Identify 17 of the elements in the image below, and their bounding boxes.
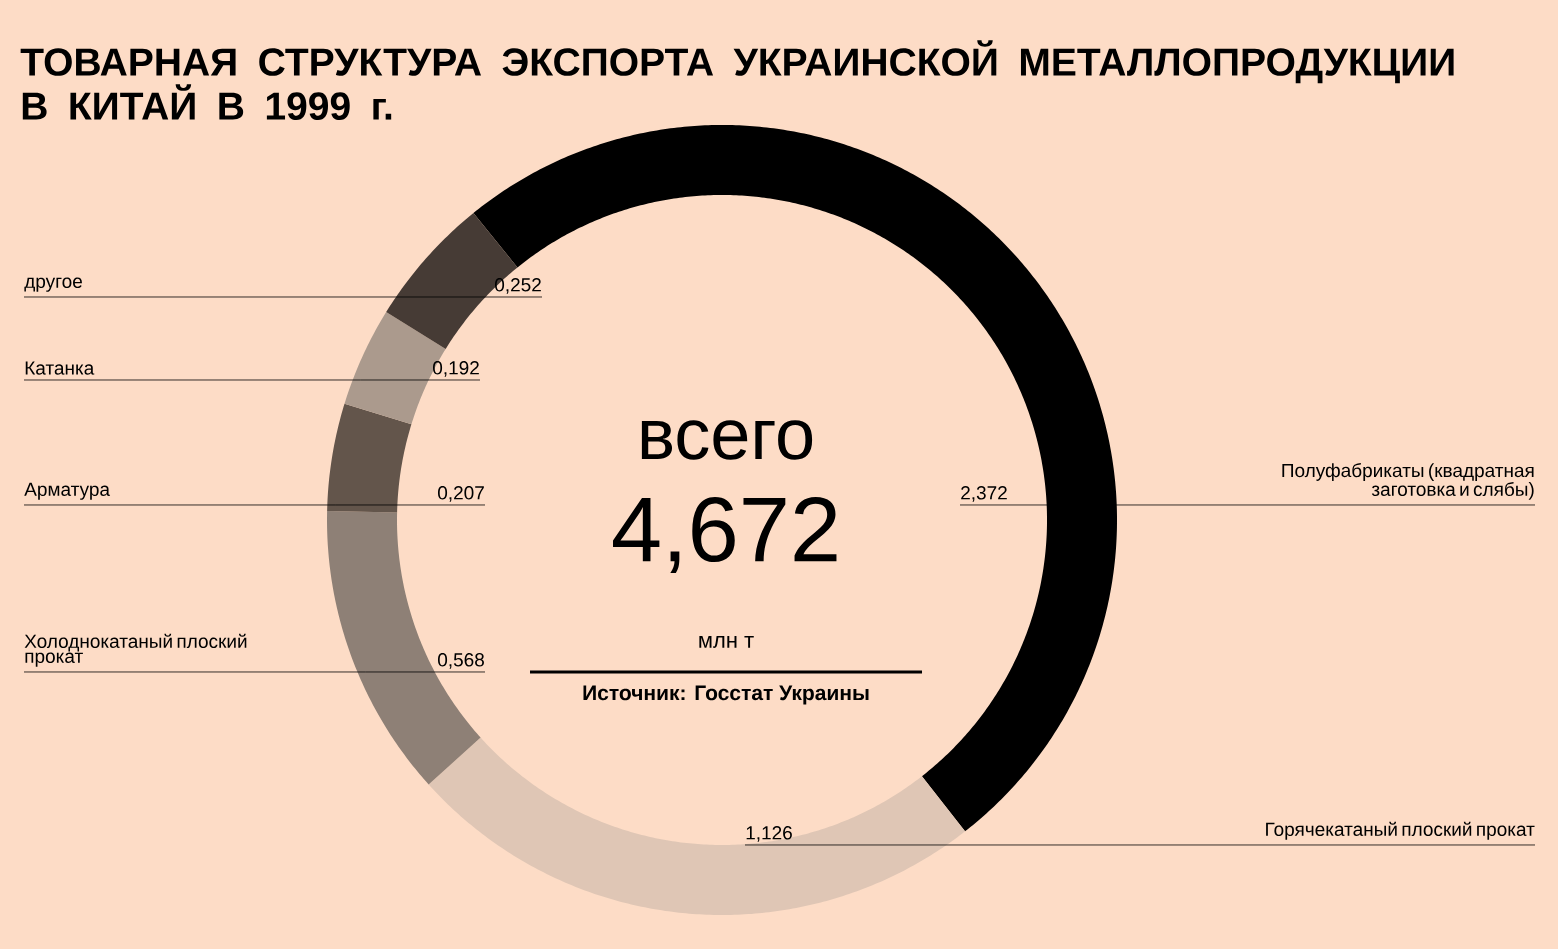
text: Источник: Госстат Украины bbox=[583, 685, 869, 705]
data-label: 0,252 bbox=[495, 278, 541, 294]
slice-label: Арматура bbox=[24, 482, 111, 500]
slice-label: Горячекатаный плоский прокат bbox=[1266, 821, 1535, 840]
slice-label: другое bbox=[24, 277, 82, 292]
slice-label: Катанка bbox=[25, 361, 95, 375]
text: всего bbox=[641, 420, 813, 460]
data-label: 0,192 bbox=[433, 361, 479, 377]
data-label: 2,372 bbox=[961, 486, 1007, 502]
text: 4,672 bbox=[613, 496, 837, 573]
data-label: 1,126 bbox=[746, 826, 792, 842]
data-label: 0,568 bbox=[438, 653, 484, 669]
text: млн т bbox=[699, 636, 754, 648]
chart-title: ТОВАРНАЯ СТРУКТУРА ЭКСПОРТА УКРАИНСКОЙ МЕТАЛЛОПРОДУКЦИИ В КИТАЙ В 1999 г. bbox=[20, 40, 1454, 120]
data-label: 0,207 bbox=[438, 486, 484, 502]
slice-label: Полуфабрикаты (квадратная заготовка и слябы) bbox=[1282, 463, 1534, 500]
slice-label: Холоднокатаный плоский прокат bbox=[24, 633, 247, 667]
